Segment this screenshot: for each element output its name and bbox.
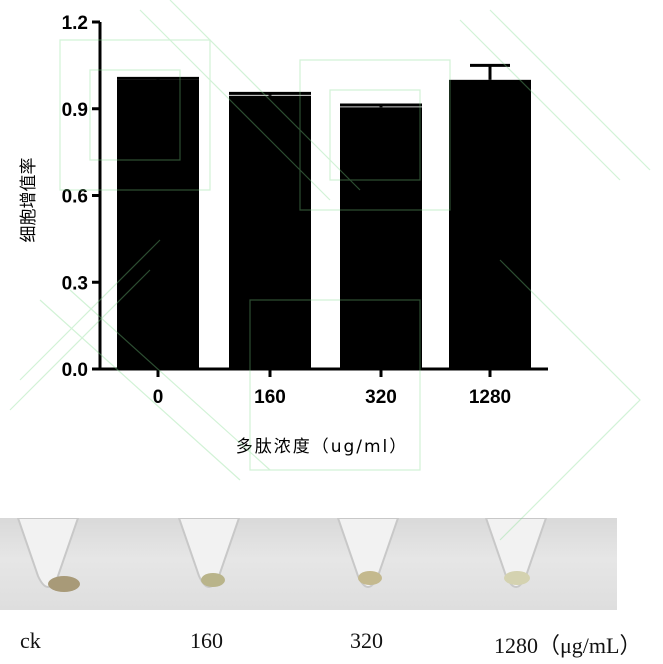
y-tick-label: 0.3	[62, 273, 88, 294]
bars	[117, 63, 531, 370]
pellet-3	[504, 571, 530, 585]
y-tick-label: 0.0	[62, 360, 88, 381]
bar-160	[229, 95, 311, 370]
tube-320	[336, 517, 400, 598]
tube-ck	[16, 517, 80, 598]
y-tick-label: 0.9	[62, 100, 88, 121]
bar-320	[340, 107, 422, 369]
sample-label-ck: ck	[20, 628, 41, 653]
y-tick-label: 1.2	[62, 13, 88, 34]
bar-0	[117, 79, 199, 369]
x-axis-title: 多肽浓度（ug/ml）	[236, 437, 409, 457]
pellet-1	[201, 573, 225, 587]
x-ticks: 0 160 320 1280	[153, 369, 511, 408]
x-tick-label: 1280	[469, 387, 511, 408]
tube-1280	[484, 517, 548, 598]
sample-label-1280: 1280（μg/mL）	[494, 633, 642, 658]
bar-chart: 0.0 0.3 0.6 0.9 1.2 0 160 320 1280 细胞增值率 多肽浓度（u…	[19, 13, 548, 457]
pellet-2	[358, 571, 382, 585]
x-tick-label: 0	[153, 387, 164, 408]
bar-1280	[449, 79, 531, 369]
sample-label-320: 320	[350, 628, 383, 653]
y-tick-label: 0.6	[62, 187, 88, 208]
y-axis-title: 细胞增值率	[19, 158, 39, 243]
y-ticks: 0.0 0.3 0.6 0.9 1.2	[62, 13, 100, 381]
x-tick-label: 160	[254, 387, 286, 408]
sample-tubes-photo	[0, 517, 617, 610]
tube-160	[177, 517, 241, 598]
sample-label-160: 160	[190, 628, 223, 653]
x-tick-label: 320	[365, 387, 397, 408]
pellet-0	[48, 576, 80, 592]
